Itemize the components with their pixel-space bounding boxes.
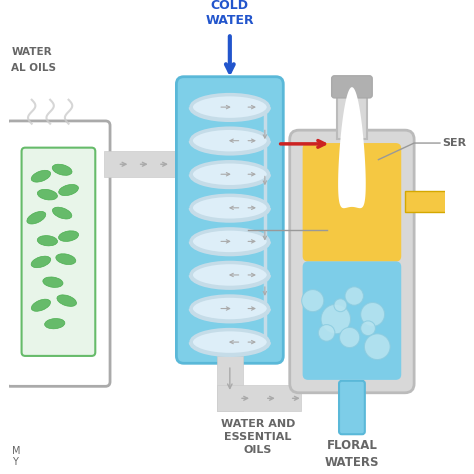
- Ellipse shape: [37, 189, 57, 200]
- Ellipse shape: [191, 128, 269, 153]
- Ellipse shape: [191, 329, 269, 355]
- Ellipse shape: [59, 184, 79, 196]
- Circle shape: [302, 290, 324, 312]
- Text: WATER AND
ESSENTIAL
OILS: WATER AND ESSENTIAL OILS: [221, 419, 295, 455]
- Ellipse shape: [27, 211, 46, 224]
- Ellipse shape: [191, 95, 269, 119]
- Bar: [104, 151, 188, 177]
- FancyBboxPatch shape: [6, 121, 110, 386]
- Ellipse shape: [56, 254, 76, 264]
- Ellipse shape: [191, 229, 269, 254]
- Ellipse shape: [31, 299, 51, 311]
- Bar: [217, 356, 243, 411]
- Ellipse shape: [191, 162, 269, 187]
- Ellipse shape: [191, 263, 269, 287]
- Ellipse shape: [31, 170, 51, 182]
- FancyBboxPatch shape: [290, 130, 414, 393]
- Polygon shape: [338, 87, 366, 208]
- Ellipse shape: [37, 236, 57, 246]
- Text: HOT
WATER: HOT WATER: [336, 135, 384, 163]
- FancyBboxPatch shape: [332, 76, 372, 98]
- FancyBboxPatch shape: [302, 143, 401, 262]
- Text: COLD
WATER: COLD WATER: [206, 0, 254, 27]
- Ellipse shape: [59, 231, 79, 241]
- Ellipse shape: [191, 195, 269, 220]
- Ellipse shape: [53, 207, 72, 219]
- Circle shape: [361, 321, 375, 336]
- Ellipse shape: [191, 296, 269, 321]
- FancyBboxPatch shape: [452, 178, 474, 224]
- FancyBboxPatch shape: [339, 381, 365, 434]
- FancyBboxPatch shape: [22, 148, 95, 356]
- Text: SER: SER: [442, 138, 466, 148]
- Ellipse shape: [45, 319, 65, 329]
- Text: Y: Y: [12, 457, 18, 467]
- Circle shape: [339, 328, 360, 347]
- Circle shape: [319, 325, 335, 341]
- Text: WATER: WATER: [11, 47, 52, 57]
- FancyBboxPatch shape: [176, 77, 283, 363]
- Bar: [405, 191, 456, 211]
- Circle shape: [345, 287, 364, 305]
- Ellipse shape: [31, 256, 51, 268]
- Text: CONDENSER: CONDENSER: [328, 225, 401, 235]
- FancyBboxPatch shape: [302, 261, 401, 380]
- Ellipse shape: [52, 164, 72, 175]
- Text: FLORAL
WATERS: FLORAL WATERS: [325, 439, 379, 469]
- Ellipse shape: [57, 295, 76, 306]
- Bar: [337, 95, 367, 139]
- Bar: [217, 385, 301, 411]
- Ellipse shape: [43, 277, 63, 287]
- Circle shape: [361, 302, 384, 327]
- Text: M: M: [12, 446, 21, 456]
- Circle shape: [365, 334, 390, 360]
- Circle shape: [334, 299, 347, 312]
- Text: AL OILS: AL OILS: [11, 63, 56, 73]
- Circle shape: [321, 304, 351, 334]
